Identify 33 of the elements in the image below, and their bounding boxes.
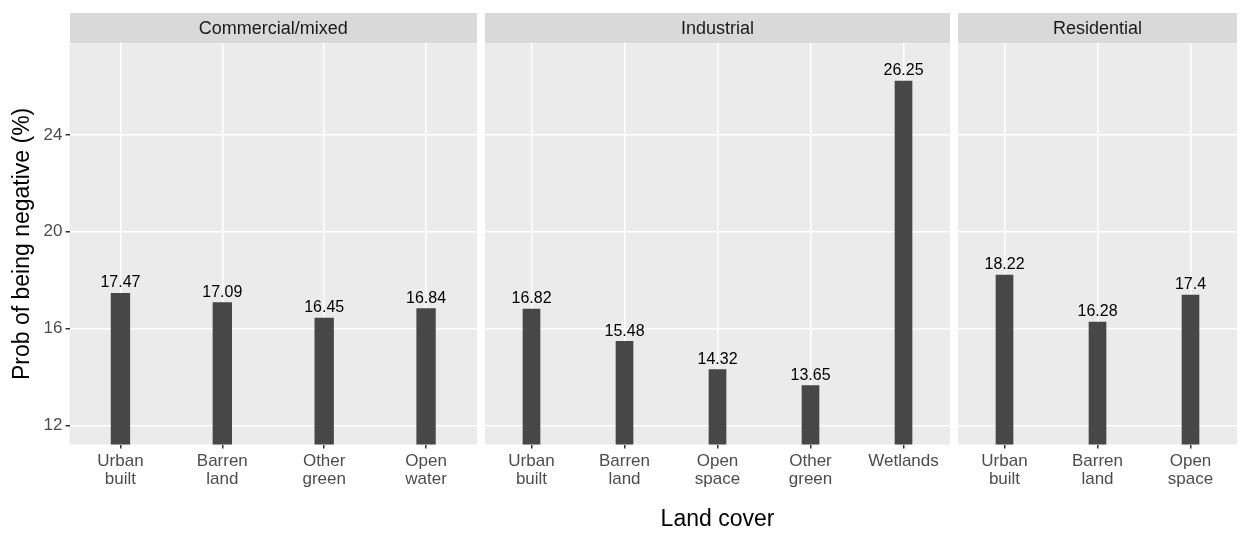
y-tick-label: 12	[43, 414, 63, 434]
x-tick-label: Urban built	[508, 450, 555, 489]
data-label: 16.28	[1077, 302, 1118, 320]
x-tick-label: Barren land	[598, 450, 651, 489]
data-label: 16.84	[406, 288, 447, 306]
data-label: 16.45	[304, 298, 345, 316]
x-tick-label: Open space	[1167, 450, 1214, 489]
data-label: 14.32	[697, 349, 738, 367]
data-label: 17.47	[100, 273, 141, 291]
x-tick-label: Open space	[694, 450, 741, 489]
x-tick-label: Other green	[302, 450, 346, 489]
chart-title: Residential	[958, 13, 1237, 44]
x-axis-title: Land cover	[659, 505, 776, 532]
data-label: 18.22	[984, 255, 1025, 273]
x-tick-label: Wetlands	[868, 450, 939, 470]
chart-title: Industrial	[485, 13, 950, 44]
x-tick-label: Barren land	[1071, 450, 1124, 489]
y-tick-label: 24	[43, 124, 63, 144]
chart-title: Commercial/mixed	[69, 13, 477, 44]
data-label: 26.25	[883, 61, 924, 79]
x-tick-label: Other green	[788, 450, 833, 489]
data-label: 17.09	[202, 282, 243, 300]
data-label: 16.82	[511, 289, 552, 307]
x-tick-label: Urban built	[981, 450, 1028, 489]
y-axis-title: Prob of being negative (%)	[8, 107, 35, 381]
x-tick-label: Open water	[404, 450, 448, 489]
data-label: 17.4	[1174, 275, 1207, 293]
data-label: 13.65	[790, 365, 831, 383]
x-tick-label: Urban built	[97, 450, 144, 489]
y-tick-label: 16	[43, 318, 63, 338]
y-tick-label: 20	[43, 221, 63, 241]
data-label: 15.48	[604, 321, 645, 339]
x-tick-label: Barren land	[196, 450, 248, 489]
